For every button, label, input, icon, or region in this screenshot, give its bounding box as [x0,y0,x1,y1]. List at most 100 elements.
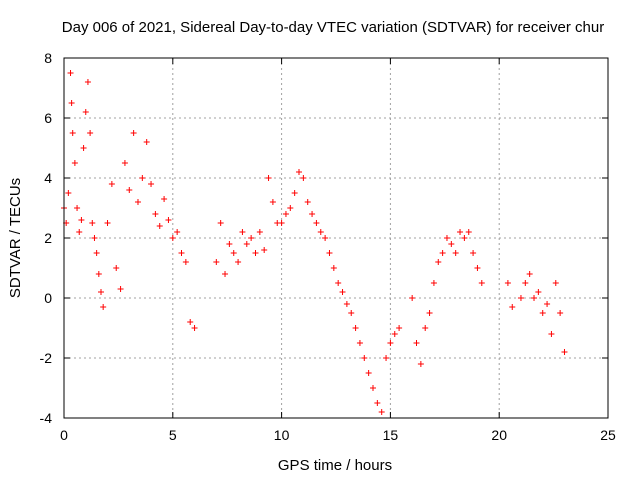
x-tick-label: 0 [60,427,68,443]
data-point [191,325,198,331]
data-point [261,247,268,253]
data-point [309,211,316,217]
data-point [148,181,155,187]
data-point [448,241,455,247]
data-point [165,217,172,223]
data-point [548,331,555,337]
data-point [452,250,459,256]
data-point [361,355,368,361]
data-point [217,220,224,226]
data-point [330,265,337,271]
data-point [91,235,98,241]
y-tick-label: 0 [44,290,52,306]
data-point [152,211,159,217]
data-point [430,280,437,286]
x-axis-label: GPS time / hours [278,457,392,474]
data-point [117,286,124,292]
data-point [80,145,87,151]
data-point [252,250,259,256]
data-point [126,187,133,193]
grid [64,58,608,418]
data-point [417,361,424,367]
x-tick-label: 15 [383,427,399,443]
data-point [461,235,468,241]
data-point [87,130,94,136]
data-point [335,280,342,286]
data-point [365,370,372,376]
data-point [326,250,333,256]
data-point [67,70,74,76]
data-point [322,235,329,241]
x-tick-labels: 0 5 10 15 20 25 [60,427,616,443]
data-point [239,229,246,235]
data-point [84,79,91,85]
data-point [121,160,128,166]
data-point [304,199,311,205]
data-point [517,295,524,301]
data-point [174,229,181,235]
data-point [531,295,538,301]
data-point [413,340,420,346]
chart-title: Day 006 of 2021, Sidereal Day-to-day VTE… [62,19,604,36]
data-point [526,271,533,277]
data-point [300,175,307,181]
data-point [93,250,100,256]
data-point [243,241,250,247]
data-point [470,250,477,256]
data-point [222,271,229,277]
data-point [76,229,83,235]
axis-ticks [63,57,609,419]
data-point [552,280,559,286]
data-point [113,265,120,271]
data-point [339,289,346,295]
data-point [352,325,359,331]
data-point [95,271,102,277]
data-point [108,181,115,187]
data-point [522,280,529,286]
data-point [169,235,176,241]
data-point [287,205,294,211]
data-point [178,250,185,256]
data-point [378,409,385,415]
data-point [235,259,242,265]
data-point [226,241,233,247]
data-point [474,265,481,271]
data-point [435,259,442,265]
data-point [443,235,450,241]
data-point [161,196,168,202]
data-point [269,199,276,205]
data-point [156,223,163,229]
data-point [265,175,272,181]
data-point [409,295,416,301]
y-tick-label: 6 [44,110,52,126]
data-point [478,280,485,286]
data-point [97,289,104,295]
data-point [557,310,564,316]
data-point [82,109,89,115]
y-tick-label: -2 [40,350,53,366]
data-point [69,130,76,136]
data-point [317,229,324,235]
data-point [104,220,111,226]
data-point [213,259,220,265]
data-point [100,304,107,310]
data-point [509,304,516,310]
data-point [348,310,355,316]
data-point [539,310,546,316]
data-point [130,130,137,136]
data-point [71,160,78,166]
data-point [248,235,255,241]
x-tick-label: 25 [600,427,616,443]
data-point [426,310,433,316]
data-point [256,229,263,235]
data-point [89,220,96,226]
data-point [387,340,394,346]
data-point [78,217,85,223]
data-point [504,280,511,286]
data-point [139,175,146,181]
data-point [396,325,403,331]
y-axis-label: SDTVAR / TECUs [7,178,24,298]
data-point [291,190,298,196]
data-point [68,100,75,106]
